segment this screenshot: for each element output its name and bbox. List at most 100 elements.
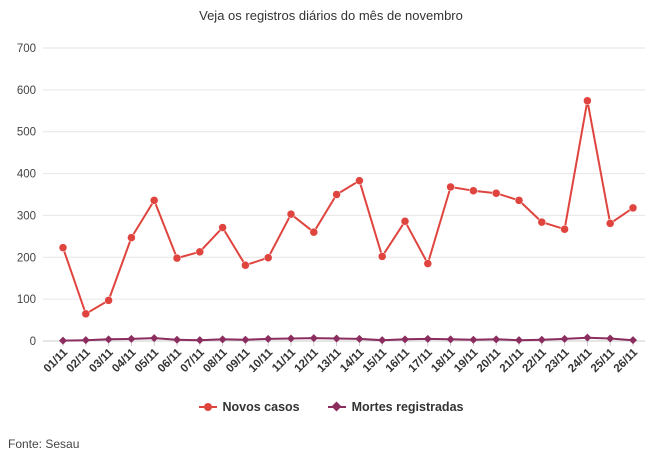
x-tick-label: 16/11	[384, 346, 413, 375]
data-point-mortes[interactable]	[332, 334, 341, 343]
series-layer	[58, 96, 638, 345]
data-point-mortes[interactable]	[218, 335, 227, 344]
x-tick-label: 10/11	[247, 346, 276, 375]
data-point-casos[interactable]	[355, 176, 364, 185]
x-tick-label: 12/11	[293, 346, 322, 375]
x-tick-label: 15/11	[361, 346, 390, 375]
data-point-casos[interactable]	[286, 209, 296, 219]
data-point-casos[interactable]	[195, 247, 205, 257]
data-point-casos[interactable]	[58, 243, 68, 252]
x-tick-label: 04/11	[110, 346, 139, 375]
x-tick-label: 17/11	[407, 346, 436, 375]
x-tick-label: 07/11	[179, 346, 208, 375]
y-tick-label: 200	[17, 252, 36, 264]
data-point-casos[interactable]	[172, 253, 182, 263]
data-point-mortes[interactable]	[241, 335, 250, 344]
data-point-mortes[interactable]	[287, 334, 295, 343]
x-tick-label: 23/11	[543, 346, 572, 375]
data-point-mortes[interactable]	[492, 335, 501, 344]
x-tick-label: 11/11	[270, 346, 298, 374]
legend-item-novos-casos[interactable]: Novos casos	[198, 400, 300, 414]
series-line-1	[62, 336, 634, 342]
y-tick-label: 0	[30, 336, 36, 348]
data-point-mortes[interactable]	[309, 334, 318, 343]
data-point-mortes[interactable]	[583, 333, 592, 342]
data-point-casos[interactable]	[377, 252, 387, 261]
data-point-casos[interactable]	[628, 203, 638, 213]
data-point-casos[interactable]	[127, 233, 136, 242]
data-point-casos[interactable]	[149, 196, 159, 205]
data-point-mortes[interactable]	[104, 335, 113, 344]
data-point-casos[interactable]	[332, 190, 341, 199]
data-point-casos[interactable]	[218, 223, 227, 232]
y-tick-label: 300	[17, 210, 36, 222]
data-point-casos[interactable]	[241, 260, 250, 270]
legend-swatch-circle-icon	[198, 402, 217, 412]
chart-title: Veja os registros diários do mês de nove…	[199, 8, 463, 23]
x-tick-label: 14/11	[338, 346, 367, 375]
data-point-mortes[interactable]	[537, 335, 546, 344]
data-point-casos[interactable]	[560, 224, 569, 234]
data-point-mortes[interactable]	[264, 334, 273, 343]
data-point-casos[interactable]	[309, 227, 319, 237]
legend-item-mortes-registradas[interactable]: Mortes registradas	[327, 400, 464, 414]
data-point-casos[interactable]	[446, 182, 455, 192]
data-point-mortes[interactable]	[59, 336, 67, 345]
data-point-mortes[interactable]	[629, 336, 637, 345]
x-tick-label: 08/11	[201, 346, 230, 375]
x-tick-label: 24/11	[566, 346, 595, 375]
data-point-casos[interactable]	[514, 196, 524, 205]
legend-label-mortes-registradas: Mortes registradas	[351, 400, 464, 414]
y-tick-label: 400	[17, 169, 36, 181]
axes: 0 100 200 300 400 500 600 700 01/1102/1103/1104/…	[17, 43, 645, 375]
x-tick-label: 09/11	[224, 346, 253, 375]
data-point-mortes[interactable]	[560, 334, 569, 343]
data-point-casos[interactable]	[469, 186, 478, 195]
y-tick-label: 500	[17, 127, 36, 139]
x-tick-label: 01/11	[42, 346, 71, 375]
legend-label-novos-casos: Novos casos	[222, 400, 300, 414]
x-tick-label: 20/11	[475, 346, 504, 375]
x-tick-label: 02/11	[65, 346, 94, 375]
data-point-mortes[interactable]	[515, 336, 523, 345]
y-tick-label: 100	[17, 294, 36, 306]
data-point-mortes[interactable]	[81, 336, 90, 345]
data-point-casos[interactable]	[104, 296, 113, 305]
data-point-mortes[interactable]	[378, 336, 387, 345]
data-point-mortes[interactable]	[423, 334, 432, 343]
data-point-mortes[interactable]	[401, 335, 409, 344]
series-line-0	[62, 99, 634, 315]
data-point-casos[interactable]	[583, 96, 592, 105]
x-tick-label: 13/11	[315, 346, 344, 375]
data-point-mortes[interactable]	[150, 334, 159, 343]
x-tick-label: 05/11	[133, 346, 162, 375]
data-point-mortes[interactable]	[355, 334, 364, 343]
x-tick-label: 03/11	[87, 346, 116, 375]
y-tick-label: 600	[17, 85, 36, 97]
data-point-casos[interactable]	[491, 188, 501, 198]
x-tick-label: 18/11	[429, 346, 458, 375]
legend: Novos casos Mortes registradas	[0, 400, 662, 414]
data-point-mortes[interactable]	[469, 335, 478, 344]
data-point-mortes[interactable]	[195, 336, 204, 345]
data-point-mortes[interactable]	[606, 334, 615, 343]
x-tick-label: 06/11	[156, 346, 185, 375]
data-point-casos[interactable]	[537, 217, 547, 227]
data-point-mortes[interactable]	[446, 335, 455, 344]
x-tick-label: 22/11	[521, 346, 550, 375]
x-tick-label: 26/11	[612, 346, 641, 375]
data-point-mortes[interactable]	[173, 335, 181, 344]
grid-lines	[43, 47, 645, 300]
data-point-mortes[interactable]	[127, 334, 136, 343]
data-point-casos[interactable]	[423, 259, 433, 268]
source-note: Fonte: Sesau	[8, 437, 80, 451]
x-tick-label: 25/11	[589, 346, 618, 375]
data-point-casos[interactable]	[81, 309, 91, 319]
data-point-casos[interactable]	[263, 253, 273, 262]
data-point-casos[interactable]	[400, 217, 410, 226]
data-point-casos[interactable]	[605, 219, 615, 228]
legend-swatch-diamond-icon	[327, 401, 346, 412]
y-tick-label: 700	[17, 43, 36, 55]
x-tick-label: 19/11	[452, 346, 481, 375]
